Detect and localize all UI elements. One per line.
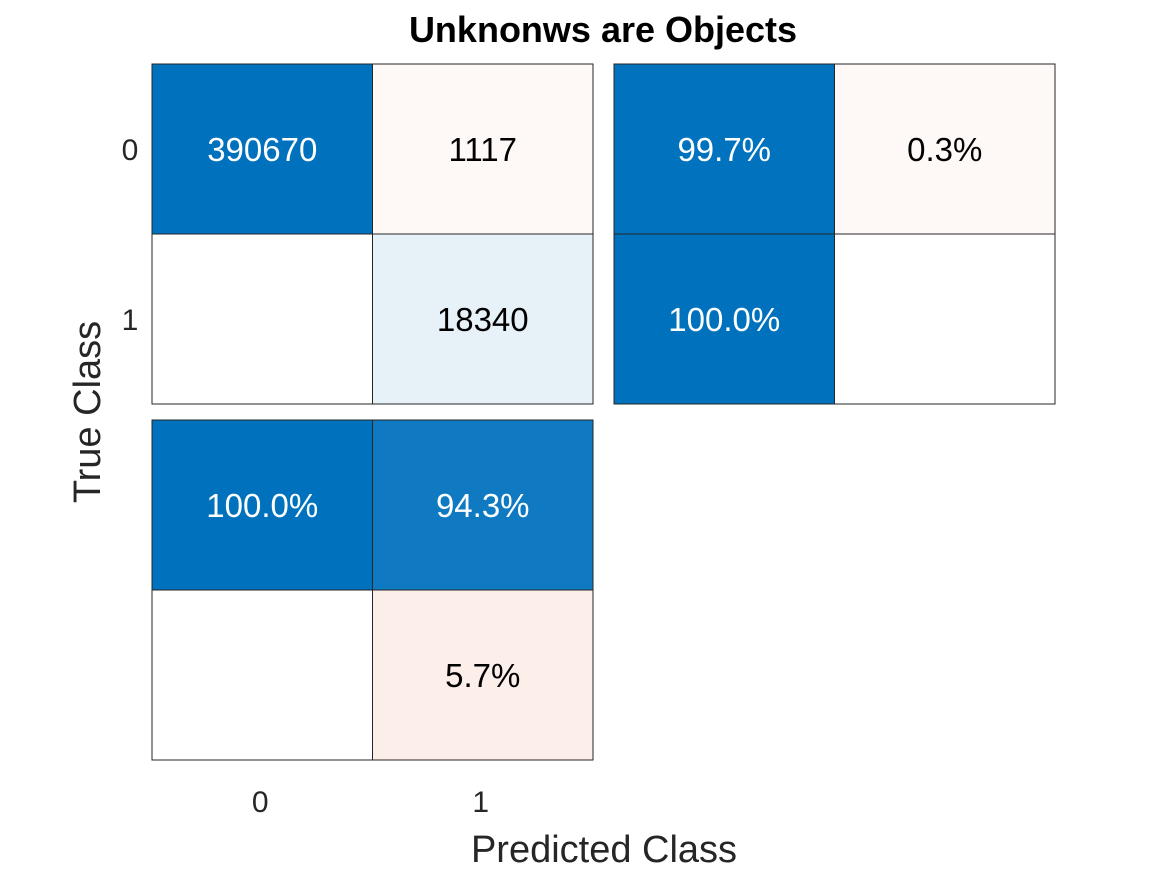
row-summary-matrix: 99.7% 0.3% 100.0% <box>613 63 1056 405</box>
x-tick-label: 1 <box>472 786 489 819</box>
col-cell-1-0 <box>151 589 373 761</box>
y-tick-label: 1 <box>122 304 139 337</box>
main-label-0-0: 390670 <box>207 131 317 168</box>
col-cell-1-1 <box>372 589 594 761</box>
row-cell-0-1 <box>834 63 1056 235</box>
x-axis-label: Predicted Class <box>471 829 737 871</box>
col-cell-0-0 <box>151 419 373 591</box>
main-cell-0-1 <box>372 63 594 235</box>
column-summary-matrix: 100.0% 94.3% 5.7% <box>151 419 594 761</box>
col-label-0-0: 100.0% <box>206 487 318 524</box>
x-tick-label: 0 <box>252 786 269 819</box>
main-cell-1-0 <box>151 233 373 405</box>
row-label-0-1: 0.3% <box>907 131 982 168</box>
row-label-0-0: 99.7% <box>677 131 771 168</box>
row-cell-1-1 <box>834 233 1056 405</box>
row-cell-0-0 <box>613 63 835 235</box>
row-label-1-0: 100.0% <box>668 301 780 338</box>
row-cell-1-0 <box>613 233 835 405</box>
main-cell-0-0 <box>151 63 373 235</box>
col-cell-0-1 <box>372 419 594 591</box>
confusion-matrix: 390670 1117 18340 <box>151 63 594 405</box>
main-cell-1-1 <box>372 233 594 405</box>
col-label-1-1: 5.7% <box>445 657 520 694</box>
y-tick-label: 0 <box>122 134 139 167</box>
main-label-1-1: 18340 <box>437 301 529 338</box>
chart-title: Unknonws are Objects <box>409 9 797 50</box>
tick-labels: 0 1 0 1 <box>122 134 489 819</box>
col-label-0-1: 94.3% <box>436 487 530 524</box>
y-axis-label: True Class <box>67 321 109 503</box>
main-label-0-1: 1117 <box>448 131 517 168</box>
